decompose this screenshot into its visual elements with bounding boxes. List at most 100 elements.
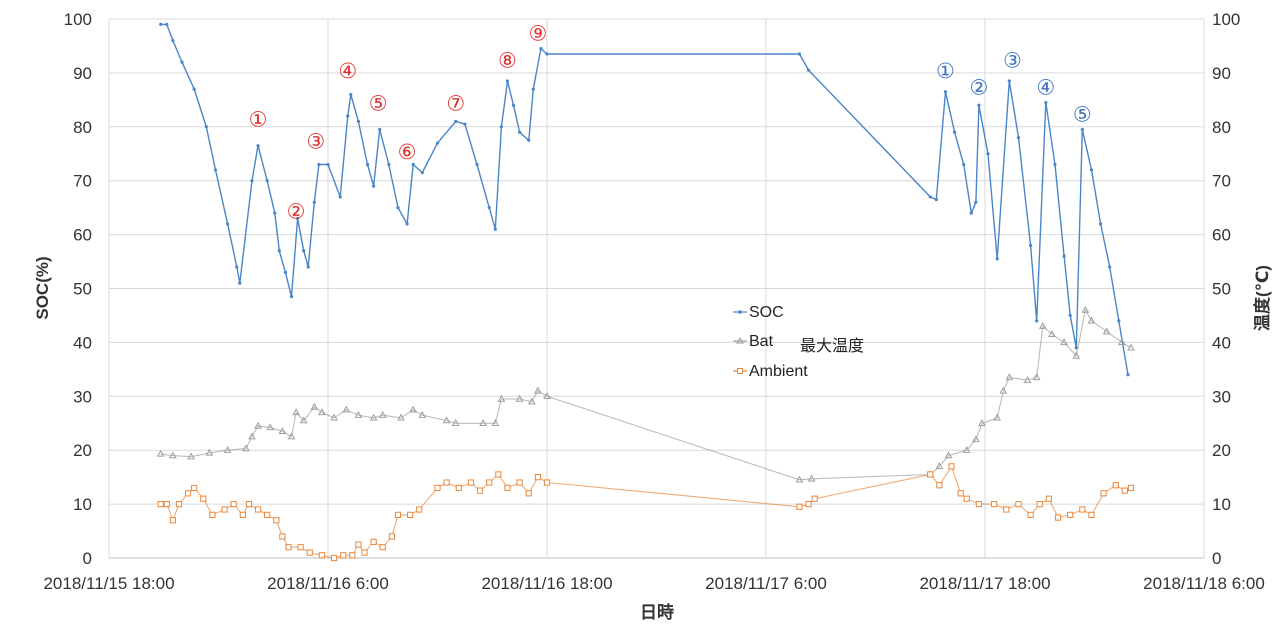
data-point: [505, 79, 510, 83]
data-point: [242, 444, 250, 452]
data-point: [299, 416, 308, 424]
x-tick-label: 2018/11/16 6:00: [267, 574, 389, 593]
grid-lines: [108, 18, 1205, 559]
data-point: [1079, 506, 1086, 513]
data-point: [266, 423, 275, 431]
legend-label: Ambient: [749, 363, 808, 380]
data-point: [516, 479, 523, 486]
data-point: [805, 501, 812, 508]
data-point: [318, 552, 326, 559]
right-tick-label: 80: [1212, 118, 1231, 137]
right-axis-title: 温度(℃): [1252, 265, 1272, 331]
left-tick-label: 80: [73, 118, 92, 137]
right-tick-label: 30: [1212, 387, 1231, 406]
data-point: [159, 22, 163, 26]
left-tick-label: 20: [73, 441, 92, 460]
data-point: [1044, 100, 1048, 105]
data-point: [356, 119, 361, 124]
data-point: [1081, 305, 1090, 313]
x-tick-label: 2018/11/18 6:00: [1143, 574, 1265, 593]
data-point: [326, 162, 330, 167]
data-point: [370, 538, 377, 545]
data-point: [420, 171, 424, 175]
data-point: [487, 206, 491, 210]
right-tick-label: 60: [1212, 226, 1231, 245]
legend-label: Bat: [749, 333, 774, 350]
annotation-label: ⑦: [446, 93, 465, 116]
data-point: [418, 410, 427, 418]
annotation-marker: ①: [936, 60, 955, 83]
data-point: [171, 38, 175, 43]
series-line: [160, 23, 1129, 375]
legend-marker: [737, 368, 743, 374]
data-point: [1089, 168, 1094, 172]
data-point: [491, 419, 500, 426]
data-point: [943, 90, 948, 94]
data-point: [986, 152, 990, 156]
data-point: [238, 281, 242, 285]
data-point: [991, 501, 998, 508]
data-point: [226, 222, 230, 226]
annotation-label: ②: [970, 76, 989, 99]
data-point: [191, 484, 198, 492]
data-point: [372, 184, 376, 188]
data-point: [534, 386, 542, 394]
data-point: [539, 47, 543, 51]
data-point: [273, 517, 280, 524]
data-point: [534, 474, 541, 481]
data-point: [1072, 351, 1081, 359]
legend-item-soc: SOC: [733, 304, 784, 321]
series-layer: [156, 22, 1135, 562]
right-tick-label: 50: [1212, 280, 1231, 299]
series-bat: [156, 305, 1135, 483]
data-point: [1060, 338, 1068, 346]
data-point: [1126, 373, 1130, 377]
data-point: [811, 495, 818, 502]
data-point: [388, 533, 395, 540]
annotation-marker: ⑧: [498, 49, 517, 72]
data-point: [221, 506, 228, 513]
data-point: [379, 544, 386, 551]
right-tick-label: 90: [1212, 64, 1231, 83]
data-point: [934, 197, 938, 202]
data-point: [192, 87, 196, 91]
data-point: [273, 211, 277, 215]
annotation-label: ④: [338, 60, 357, 83]
data-point: [1003, 506, 1010, 513]
data-point: [213, 168, 218, 172]
left-tick-label: 10: [73, 495, 92, 514]
left-tick-label: 0: [83, 549, 92, 568]
data-point: [974, 200, 978, 204]
data-point: [354, 410, 363, 418]
data-point: [1127, 343, 1135, 351]
data-point: [1127, 484, 1135, 492]
data-point: [525, 490, 532, 497]
data-point: [349, 92, 353, 97]
data-point: [1027, 511, 1034, 518]
data-point: [342, 405, 351, 413]
data-point: [497, 394, 506, 402]
annotation-marker: ⑥: [398, 141, 417, 164]
data-point: [486, 479, 493, 486]
data-point: [239, 511, 246, 518]
data-point: [278, 427, 287, 435]
data-point: [306, 265, 310, 269]
data-point: [1015, 501, 1022, 508]
data-point: [455, 484, 462, 492]
data-point: [1102, 327, 1111, 335]
data-point: [209, 511, 216, 518]
left-tick-label: 40: [73, 333, 92, 352]
annotation-label: ①: [936, 60, 955, 83]
data-point: [157, 501, 164, 508]
right-tick-label: 20: [1212, 441, 1231, 460]
data-point: [306, 549, 313, 556]
data-point: [1088, 511, 1095, 518]
data-point: [1053, 162, 1057, 167]
legend-marker: [736, 337, 744, 344]
x-tick-label: 2018/11/15 18:00: [43, 574, 174, 593]
data-point: [963, 495, 970, 502]
data-point: [1098, 222, 1103, 226]
data-point: [434, 484, 441, 492]
data-point: [543, 392, 551, 399]
data-point: [248, 432, 256, 440]
